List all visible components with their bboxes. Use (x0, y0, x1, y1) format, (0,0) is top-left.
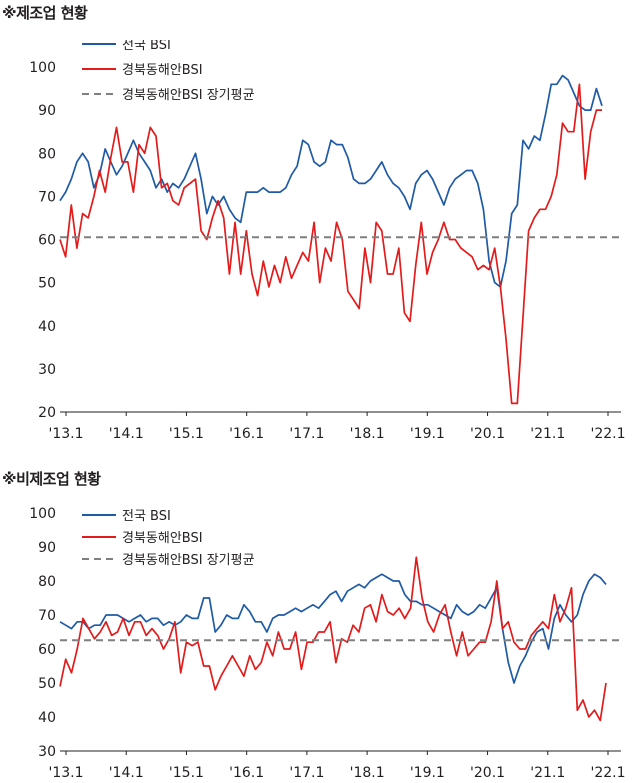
x-tick-label: '17.1 (289, 765, 324, 780)
series-line-1 (59, 556, 607, 722)
x-tick-label: '13.1 (48, 765, 83, 780)
legend-label: 경북동해안BSI 장기평균 (122, 88, 255, 103)
x-tick-label: '16.1 (229, 426, 264, 440)
x-tick-label: '20.1 (470, 765, 505, 780)
y-tick-label: 70 (38, 608, 56, 624)
y-tick-label: 30 (38, 744, 56, 760)
non-manufacturing-bsi-chart: 30 40 50 60 70 80 90 100 '13.1 '14.1 '15.1 '16.1 '17… (29, 506, 625, 780)
x-tick-label: '18.1 (350, 426, 385, 440)
x-tick-label: '14.1 (109, 765, 144, 780)
y-tick-label: 50 (38, 676, 56, 692)
y-tick-label: 100 (29, 506, 56, 522)
y-tick-label: 80 (38, 146, 56, 162)
legend-label: 경북동해안BSI (122, 531, 203, 546)
x-tick-label: '17.1 (289, 426, 324, 440)
x-tick-label: '22.1 (590, 765, 625, 780)
y-tick-label: 80 (38, 574, 56, 590)
y-tick-label: 90 (38, 540, 56, 556)
y-tick-label: 40 (38, 319, 56, 335)
series-line-1 (59, 83, 602, 405)
x-tick-label: '15.1 (169, 765, 204, 780)
y-tick-label: 20 (38, 405, 56, 421)
x-tick-label: '16.1 (229, 765, 264, 780)
y-tick-label: 60 (38, 642, 56, 658)
y-tick-label: 40 (38, 710, 56, 726)
y-tick-label: 60 (38, 233, 56, 249)
x-tick-label: '19.1 (410, 426, 445, 440)
legend-label: 경북동해안BSI 장기평균 (122, 553, 255, 568)
chart-title-manufacturing: ※제조업 현황 (2, 4, 88, 22)
manufacturing-bsi-chart: 20 30 40 50 60 70 80 90 100 '13.1 '14.1 '15.1 '16.1 '… (29, 40, 625, 440)
y-tick-label: 90 (38, 103, 56, 119)
x-tick-label: '22.1 (590, 426, 625, 440)
legend-label: 전국 BSI (122, 40, 171, 53)
series-line-0 (59, 573, 607, 684)
series-line-0 (59, 74, 603, 288)
y-tick-label: 100 (29, 60, 56, 76)
x-tick-label: '20.1 (470, 426, 505, 440)
legend-label: 경북동해안BSI (122, 63, 203, 78)
x-tick-label: '14.1 (109, 426, 144, 440)
x-tick-label: '15.1 (169, 426, 204, 440)
y-tick-label: 50 (38, 276, 56, 292)
chart-title-non-manufacturing: ※비제조업 현황 (2, 470, 101, 488)
y-tick-label: 30 (38, 362, 56, 378)
y-tick-label: 70 (38, 189, 56, 205)
legend-label: 전국 BSI (122, 509, 171, 524)
x-tick-label: '21.1 (530, 765, 565, 780)
x-tick-label: '18.1 (350, 765, 385, 780)
x-tick-label: '13.1 (48, 426, 83, 440)
x-tick-label: '19.1 (410, 765, 445, 780)
x-tick-label: '21.1 (530, 426, 565, 440)
